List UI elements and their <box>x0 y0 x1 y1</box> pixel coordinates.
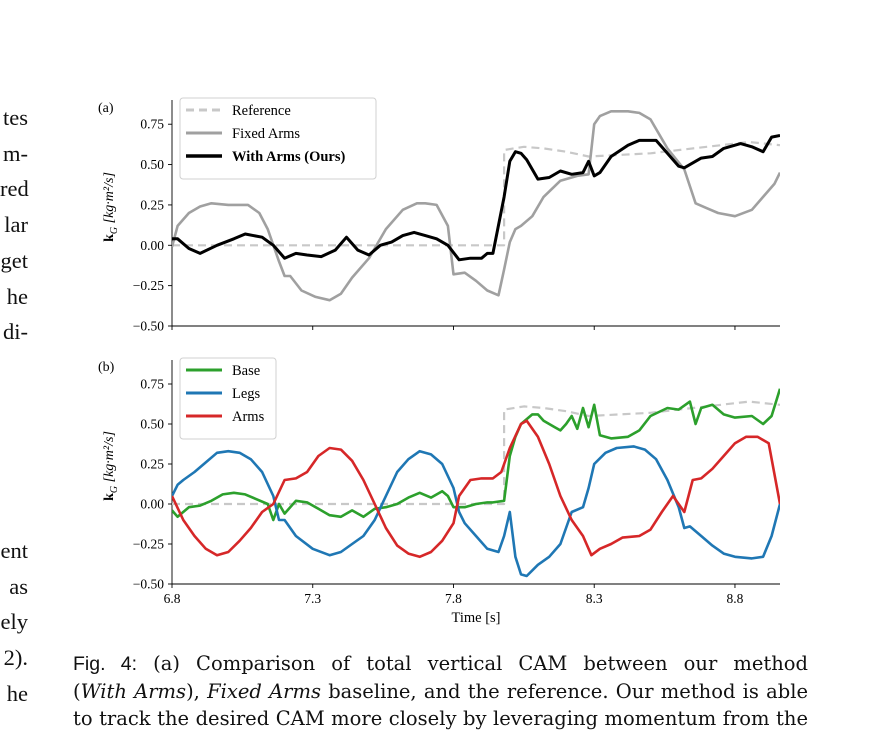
y-tick-label: −0.50 <box>133 319 164 334</box>
left-text-top: tes m- red lar get he di- <box>0 100 29 350</box>
x-tick-label: 8.3 <box>586 591 603 606</box>
side-line: red <box>0 176 29 202</box>
y-tick-label: −0.50 <box>133 577 164 592</box>
y-tick-label: 0.00 <box>140 238 164 253</box>
y-label-symbol: k <box>102 493 117 501</box>
series-line-fixed-arms <box>172 110 780 302</box>
y-label-symbol: k <box>102 234 117 242</box>
y-tick-label: 0.50 <box>140 417 164 432</box>
y-label-units: [kg·m²/s] <box>102 172 117 227</box>
y-tick-label: −0.25 <box>133 278 164 293</box>
y-tick-label: 0.75 <box>140 377 164 392</box>
caption-text-1: (a) Comparison of total vertical CAM bet… <box>153 652 809 675</box>
legend-box <box>179 97 377 180</box>
y-axis-label: kG [kg·m²/s] <box>102 172 120 242</box>
legend-label: Legs <box>232 386 261 402</box>
y-label-subscript: G <box>109 486 120 493</box>
side-line: he <box>6 680 28 706</box>
y-label-units: [kg·m²/s] <box>102 431 117 486</box>
caption-line-2: (With Arms), Fixed Arms baseline, and th… <box>73 678 808 705</box>
caption-text-3: to track the desired CAM more closely by… <box>73 707 808 730</box>
figure-caption: Fig. 4: (a) Comparison of total vertical… <box>73 650 808 732</box>
series-line-with-arms-ours <box>172 134 780 262</box>
caption-text-2: baseline, and the reference. Our method … <box>320 680 809 703</box>
series-line-reference <box>172 140 780 247</box>
x-tick-label: 8.8 <box>727 591 744 606</box>
y-tick-label: 0.25 <box>140 457 164 472</box>
series-line-reference <box>172 400 780 506</box>
caption-mid: ), <box>186 680 208 703</box>
y-axis-label: kG [kg·m²/s] <box>102 431 120 501</box>
caption-line-3: to track the desired CAM more closely by… <box>73 705 808 732</box>
side-line: ent <box>0 538 29 563</box>
y-label-subscript: G <box>109 227 120 234</box>
side-line: m- <box>3 140 28 166</box>
legend-label: With Arms (Ours) <box>232 149 345 165</box>
x-tick-label: 7.8 <box>445 591 462 606</box>
y-tick-label: 0.75 <box>140 117 164 132</box>
panel-b: (b) −0.50 −0.25 0.00 0.25 0.50 0.75 6.8 7.3 7.8 8.… <box>98 357 780 606</box>
x-tick-label: 6.8 <box>164 591 181 606</box>
side-line: lar <box>4 212 28 238</box>
legend-box <box>179 357 277 440</box>
side-line: as <box>9 573 28 599</box>
series-line-arms <box>172 419 780 559</box>
y-tick-label: 0.25 <box>140 197 164 212</box>
side-line: get <box>0 247 29 273</box>
caption-fixed-arms: Fixed Arms <box>207 680 321 703</box>
side-line: di- <box>3 319 28 345</box>
y-tick-label: 0.00 <box>140 497 164 512</box>
y-tick-label: 0.50 <box>140 157 164 172</box>
side-line: 2). <box>3 645 28 671</box>
side-line: he <box>6 283 28 309</box>
left-text-bottom: ent as ely 2). he <box>0 533 29 712</box>
side-line: ely <box>0 609 29 635</box>
panel-label: (a) <box>98 101 114 116</box>
caption-line-1: Fig. 4: (a) Comparison of total vertical… <box>73 650 808 678</box>
caption-label: Fig. 4: <box>73 653 138 675</box>
x-axis-label: Time [s] <box>451 610 500 626</box>
legend-label: Reference <box>232 103 291 119</box>
series-line-legs <box>172 445 780 578</box>
panel-label: (b) <box>98 360 115 375</box>
legend-label: Base <box>232 363 260 379</box>
side-line: tes <box>3 105 28 130</box>
panel-a: (a) −0.50 −0.25 0.00 0.25 0.50 0.75 kG [kg·m²/s… <box>98 97 780 334</box>
legend-label: Arms <box>232 409 265 425</box>
y-tick-label: −0.25 <box>133 537 164 552</box>
caption-with-arms: With Arms <box>80 680 187 703</box>
caption-paren: ( <box>73 680 81 703</box>
x-tick-label: 7.3 <box>304 591 321 606</box>
legend-label: Fixed Arms <box>232 126 300 142</box>
